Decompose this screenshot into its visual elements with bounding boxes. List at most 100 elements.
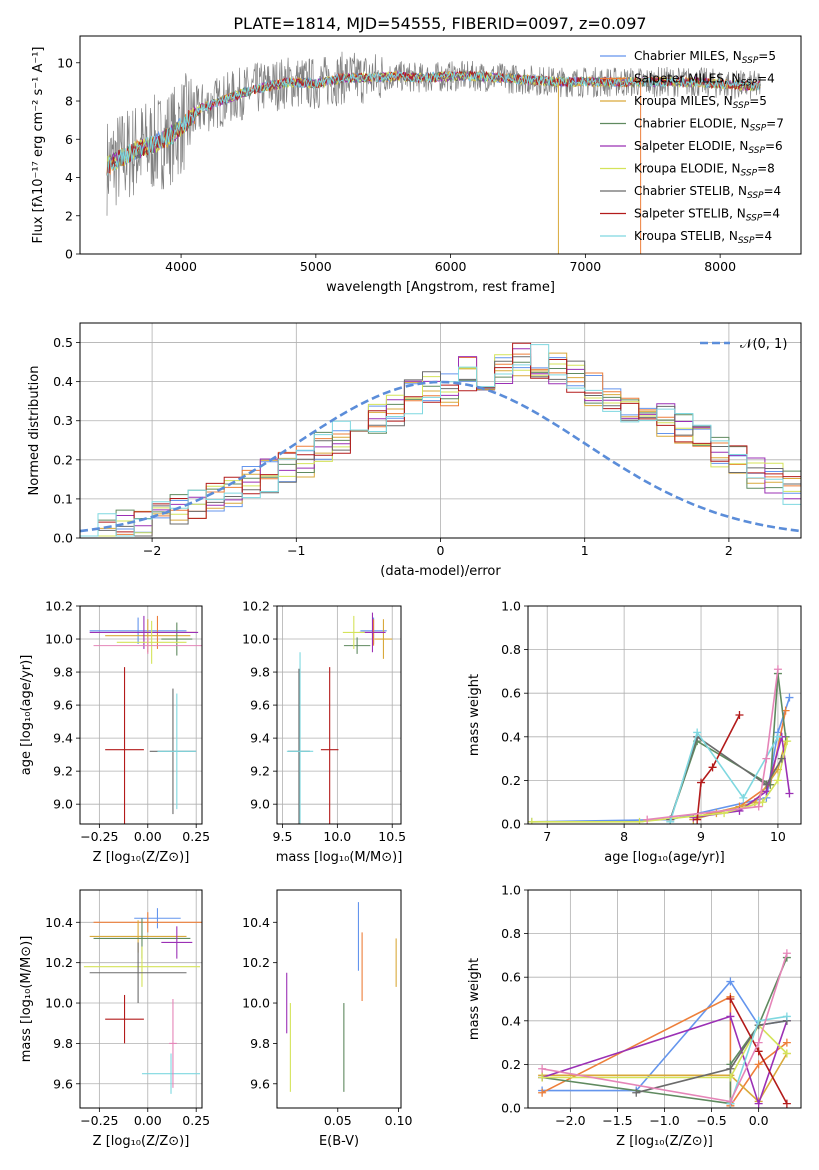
x-tick-label: −0.25 <box>80 829 118 844</box>
mass-z-frame <box>79 889 203 1109</box>
x-tick-label: −0.25 <box>80 1113 118 1128</box>
y-tick-label: 9.8 <box>250 1036 270 1051</box>
mass-z-point <box>141 1053 201 1094</box>
histogram-step <box>80 344 801 537</box>
series-marker <box>726 995 735 1003</box>
age-z-point <box>105 667 144 824</box>
spectrum-plot-area <box>106 51 761 254</box>
series-marker <box>785 789 794 798</box>
series-line <box>531 741 788 823</box>
age-mass-point <box>286 652 314 824</box>
age-mass-plot-area <box>286 612 393 824</box>
x-axis-label: mass [log₁₀(M/M⊙)] <box>276 850 403 865</box>
mass-weight-age-panel: 7 8 9 10 0.0 0.2 0.4 0.6 0.8 1.0 age [log₁₀(age/yr… <box>467 599 802 865</box>
legend-label: Chabrier STELIB, NSSP=4 <box>634 184 781 201</box>
x-tick-label: 1 <box>581 543 589 558</box>
series-line <box>696 714 741 820</box>
y-tick-label: 0.6 <box>501 970 521 985</box>
series-marker <box>777 754 786 763</box>
y-tick-label: 0.2 <box>53 452 73 467</box>
legend-label: Salpeter STELIB, NSSP=4 <box>634 207 780 224</box>
residuals-legend: 𝒩(0, 1) <box>700 337 787 352</box>
age-z-point <box>93 637 202 654</box>
spectrum-panel: Chabrier MILES, NSSP=5 Salpeter MILES, NS… <box>31 35 802 295</box>
y-tick-label: 0.5 <box>53 335 73 350</box>
series-marker <box>754 1016 763 1025</box>
x-tick-label: 0.10 <box>385 1113 413 1128</box>
series-marker <box>538 1064 547 1073</box>
y-tick-label: 1.0 <box>501 599 521 614</box>
y-tick-label: 0.4 <box>501 1013 521 1028</box>
y-tick-label: 0.0 <box>53 531 73 546</box>
y-tick-label: 9.8 <box>53 665 73 680</box>
y-tick-label: 9.8 <box>250 665 270 680</box>
x-axis-label: E(B-V) <box>319 1134 359 1149</box>
age-z-point <box>157 693 197 810</box>
x-tick-label: 0 <box>437 543 445 558</box>
series-marker <box>635 817 644 824</box>
histogram-step <box>80 357 801 537</box>
series-marker <box>754 1099 763 1108</box>
x-tick-label: 0.00 <box>134 1113 162 1128</box>
series-line <box>542 1023 788 1079</box>
y-tick-label: 2 <box>65 208 73 223</box>
y-tick-label: 10.2 <box>45 599 73 614</box>
age-mass-point <box>343 637 371 654</box>
y-tick-label: 10.2 <box>242 955 270 970</box>
legend-label: 𝒩(0, 1) <box>740 337 787 352</box>
series-marker <box>726 977 735 986</box>
series-marker <box>762 754 771 763</box>
series-marker <box>783 737 792 746</box>
y-axis-label: mass weight <box>467 674 482 756</box>
x-tick-label: 8 <box>620 829 628 844</box>
mass-z-panel: −0.25 0.00 0.25 9.6 9.8 10.0 10.2 10.4 Z [log₁₀(… <box>19 889 210 1149</box>
series-marker <box>782 1049 791 1058</box>
mass-z-point <box>134 908 181 929</box>
series-marker <box>666 817 675 824</box>
x-tick-label: 6000 <box>435 259 467 274</box>
age-z-plot-area <box>89 615 202 824</box>
y-tick-label: 0.1 <box>53 491 73 506</box>
residuals-plot-area <box>80 342 801 537</box>
y-tick-label: 6 <box>65 132 73 147</box>
y-tick-label: 9.4 <box>53 731 73 746</box>
mass-ebv-plot-area <box>286 902 397 1092</box>
y-tick-label: 10.0 <box>45 632 73 647</box>
x-axis-label: wavelength [Angstrom, rest frame] <box>326 280 555 295</box>
series-marker <box>708 763 717 772</box>
age-z-point <box>89 617 187 644</box>
x-tick-label: −1 <box>287 543 305 558</box>
x-tick-label: 10.0 <box>323 829 351 844</box>
series-marker <box>643 815 652 824</box>
mass-ebv-frame <box>276 889 402 1109</box>
y-tick-label: 10.0 <box>45 996 73 1011</box>
mass-weight-age-series <box>643 665 782 824</box>
series-line <box>636 1020 788 1094</box>
mass-weight-z-panel: −2.0 −1.5 −1.0 −0.5 0.0 0.0 0.2 0.4 0.6 0.8 1.0 Z [… <box>467 883 802 1149</box>
series-marker <box>773 776 782 785</box>
series-marker <box>782 1012 791 1021</box>
spectrum-model-line <box>106 70 761 176</box>
x-tick-label: 0.05 <box>324 1113 352 1128</box>
mass-ebv-panel: 0.05 0.10 9.6 9.8 10.0 10.2 10.4 E(B-V) <box>242 889 413 1149</box>
x-axis-label: Z [log₁₀(Z/Z⊙)] <box>93 1134 190 1149</box>
series-marker <box>693 728 702 737</box>
y-tick-label: 9.0 <box>53 797 73 812</box>
y-tick-label: 10.2 <box>242 599 270 614</box>
series-marker <box>782 1038 791 1047</box>
series-line <box>669 730 779 823</box>
y-tick-label: 0.2 <box>501 1057 521 1072</box>
legend-label: Salpeter MILES, NSSP=4 <box>634 72 775 89</box>
x-tick-label: 2 <box>725 543 733 558</box>
y-tick-label: 9.4 <box>250 731 270 746</box>
y-tick-label: 9.2 <box>250 764 270 779</box>
x-tick-label: −2.0 <box>555 1113 585 1128</box>
mass-z-point <box>83 946 201 987</box>
series-marker <box>754 1047 763 1056</box>
histogram-step <box>80 348 801 537</box>
y-tick-label: 0.0 <box>501 1101 521 1116</box>
series-line <box>647 669 779 821</box>
mass-weight-age-series <box>693 711 744 824</box>
y-tick-label: 0.3 <box>53 413 73 428</box>
series-marker <box>762 780 771 789</box>
